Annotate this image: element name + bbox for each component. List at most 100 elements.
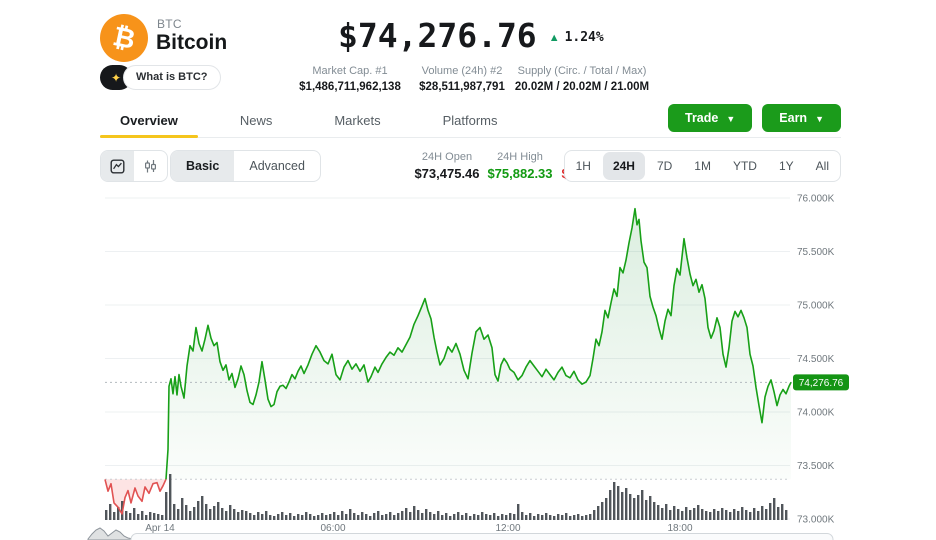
- volume-bar: [477, 515, 480, 520]
- volume-bar: [657, 505, 660, 520]
- tab-markets[interactable]: Markets: [334, 113, 381, 128]
- volume-bar: [449, 516, 452, 520]
- volume-bar: [333, 512, 336, 520]
- volume-bar: [229, 505, 232, 520]
- volume-bar: [113, 512, 116, 520]
- mode-basic-button[interactable]: Basic: [171, 151, 235, 181]
- tab-platforms[interactable]: Platforms: [442, 113, 498, 128]
- volume-bar: [705, 511, 708, 520]
- volume-bar: [145, 515, 148, 520]
- basic-advanced-switcher: Basic Advanced: [170, 150, 321, 182]
- line-chart-button[interactable]: [101, 151, 134, 181]
- stat-label: Volume (24h) #2: [421, 65, 503, 77]
- volume-bar: [649, 496, 652, 520]
- volume-bar: [369, 516, 372, 520]
- volume-bar: [717, 511, 720, 520]
- range-ytd-button[interactable]: YTD: [732, 159, 757, 173]
- volume-bar: [321, 513, 324, 520]
- trade-button-label: Trade: [685, 111, 719, 125]
- volume-bar: [141, 511, 144, 520]
- volume-bar: [457, 512, 460, 520]
- range-1y-button[interactable]: 1Y: [778, 159, 794, 173]
- stat-3: Supply (Circ. / Total / Max) 20.02M / 20.…: [497, 65, 667, 93]
- earn-button[interactable]: Earn ▼: [762, 104, 841, 132]
- caret-down-icon: ▼: [815, 113, 824, 124]
- range-1m-button[interactable]: 1M: [694, 159, 711, 173]
- price-line-down: [104, 478, 167, 515]
- volume-bar: [469, 516, 472, 520]
- mode-advanced-button[interactable]: Advanced: [249, 159, 305, 173]
- volume-bar: [421, 513, 424, 520]
- volume-bar: [253, 515, 256, 520]
- volume-bar: [413, 506, 416, 520]
- volume-bar: [249, 513, 252, 520]
- volume-bar: [741, 507, 744, 520]
- volume-bar: [293, 516, 296, 520]
- volume-bar: [237, 512, 240, 520]
- volume-bar: [177, 509, 180, 520]
- y-axis-label: 73.000K: [797, 515, 835, 526]
- volume-bar: [297, 514, 300, 520]
- price-area-up: [166, 208, 791, 480]
- chart-type-switcher: [100, 150, 168, 182]
- candlestick-icon: [144, 159, 157, 172]
- volume-bar: [409, 512, 412, 520]
- stat-value: 20.02M / 20.02M / 21.00M: [514, 81, 650, 93]
- range-1h-button[interactable]: 1H: [575, 159, 591, 173]
- volume-bar: [473, 514, 476, 520]
- up-arrow-icon: ▲: [548, 31, 560, 44]
- volume-bar: [397, 513, 400, 520]
- volume-bar: [521, 512, 524, 520]
- volume-bar: [765, 509, 768, 520]
- volume-bar: [653, 502, 656, 520]
- what-is-btc-button[interactable]: ✦ What is BTC?: [100, 65, 221, 90]
- range-7d-button[interactable]: 7D: [656, 159, 673, 173]
- volume-bar: [513, 514, 516, 520]
- volume-bar: [777, 507, 780, 520]
- volume-bar: [165, 492, 168, 520]
- range-all-button[interactable]: All: [815, 159, 829, 173]
- volume-bar: [489, 515, 492, 520]
- volume-bar: [637, 495, 640, 520]
- volume-bar: [729, 512, 732, 520]
- trade-button[interactable]: Trade ▼: [668, 104, 753, 132]
- last-price-badge: [793, 374, 849, 391]
- x-axis-label: Apr 14: [145, 523, 175, 534]
- volume-bar: [641, 490, 644, 520]
- volume-bar: [345, 514, 348, 520]
- volume-bar: [781, 504, 784, 520]
- volume-bar: [269, 515, 272, 520]
- volume-bar: [625, 488, 628, 520]
- volume-bar: [749, 512, 752, 520]
- range-24h-button[interactable]: 24H: [602, 152, 645, 180]
- minimap-navigator[interactable]: [130, 533, 834, 540]
- volume-bar: [265, 511, 268, 520]
- volume-bar: [701, 509, 704, 520]
- earn-button-label: Earn: [779, 111, 808, 125]
- volume-bar: [325, 515, 328, 520]
- stat-label: Market Cap. #1: [312, 65, 388, 77]
- stat-24h-high: 24H High $75,882.33: [478, 151, 562, 181]
- volume-bar: [149, 512, 152, 520]
- coin-symbol: BTC: [157, 17, 182, 31]
- volume-bar: [677, 509, 680, 520]
- volume-bar: [385, 514, 388, 520]
- current-price: $74,276.76: [338, 16, 537, 55]
- volume-bar: [585, 515, 588, 520]
- price-block: $74,276.76 ▲ 1.24%: [338, 16, 604, 55]
- volume-bar: [461, 515, 464, 520]
- volume-bar: [745, 510, 748, 520]
- tab-news[interactable]: News: [239, 113, 273, 128]
- volume-bar: [601, 502, 604, 520]
- volume-bar: [401, 511, 404, 520]
- tab-overview[interactable]: Overview: [100, 104, 198, 138]
- volume-bar: [153, 513, 156, 520]
- volume-bar: [597, 506, 600, 520]
- candlestick-chart-button[interactable]: [134, 151, 167, 181]
- volume-bar: [557, 514, 560, 520]
- stat-2: Volume (24h) #2 $28,511,987,791: [397, 65, 527, 93]
- volume-bar: [605, 498, 608, 520]
- y-axis-label: 74.500K: [797, 354, 835, 365]
